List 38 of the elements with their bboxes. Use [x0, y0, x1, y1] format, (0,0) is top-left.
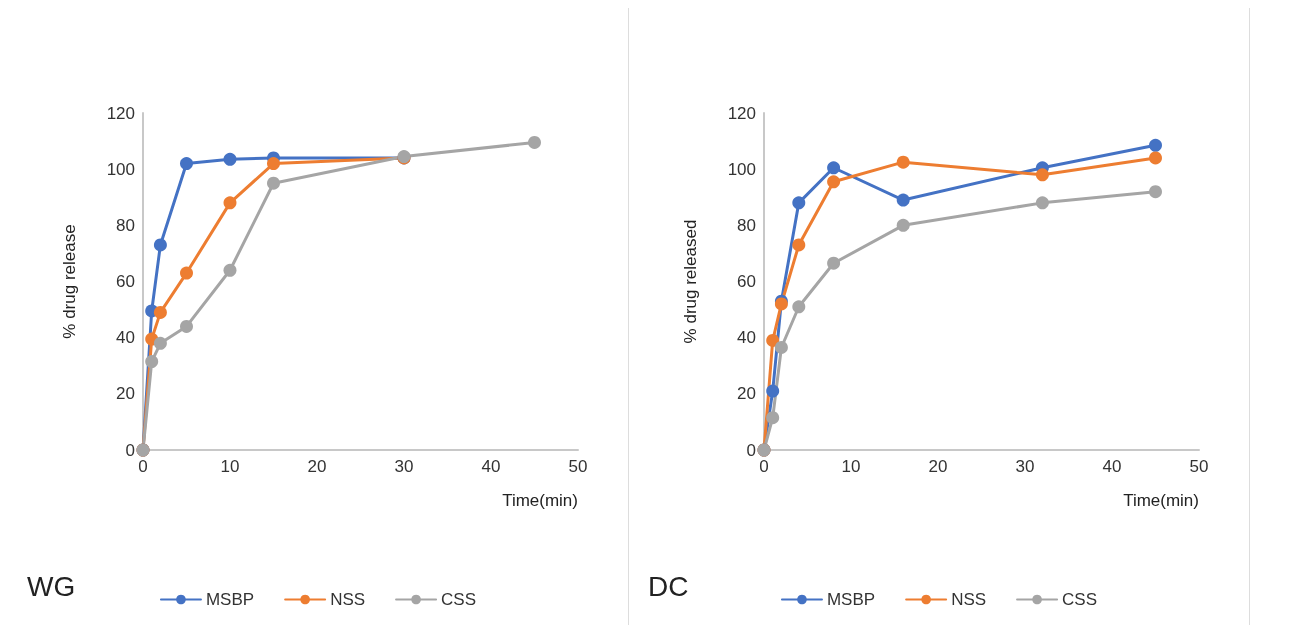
x-tick-label: 50 — [1189, 457, 1209, 476]
y-tick-label: 100 — [727, 159, 756, 179]
y-tick-label: 120 — [106, 103, 135, 123]
y-tick-label: 60 — [737, 272, 756, 291]
x-axis-title: Time(min) — [502, 491, 578, 510]
legend-label: NSS — [330, 590, 366, 609]
y-tick-label: 20 — [116, 384, 135, 404]
x-tick-label: 0 — [759, 457, 769, 476]
legend-label: CSS — [441, 590, 477, 609]
x-tick-label: 40 — [1102, 457, 1122, 476]
x-axis-title: Time(min) — [1123, 491, 1199, 510]
y-axis-title: % drug release — [60, 224, 79, 339]
y-axis-title: % drug released — [681, 219, 700, 344]
x-tick-label: 20 — [928, 457, 948, 476]
x-tick-label: 20 — [307, 457, 327, 476]
y-tick-label: 80 — [116, 215, 135, 235]
text: DC — [648, 570, 689, 602]
y-tick-label: 100 — [106, 159, 135, 179]
y-tick-label: 120 — [727, 103, 756, 123]
x-tick-label: 0 — [138, 457, 148, 476]
text: WG — [27, 570, 76, 602]
y-tick-label: 0 — [125, 440, 135, 460]
x-tick-label: 10 — [220, 457, 240, 476]
x-tick-label: 10 — [841, 457, 861, 476]
y-tick-label: 60 — [116, 272, 135, 291]
legend-label: MSBP — [205, 590, 255, 609]
legend-label: MSBP — [826, 590, 876, 609]
y-tick-label: 0 — [746, 440, 756, 460]
y-tick-label: 40 — [737, 328, 756, 348]
y-tick-label: 40 — [116, 328, 135, 348]
legend-label: CSS — [1062, 590, 1098, 609]
x-tick-label: 50 — [568, 457, 588, 476]
legend-label: NSS — [951, 590, 987, 609]
y-tick-label: 80 — [737, 215, 756, 235]
y-tick-label: 20 — [737, 384, 756, 404]
x-tick-label: 30 — [1015, 457, 1035, 476]
x-tick-label: 40 — [481, 457, 501, 476]
x-tick-label: 30 — [394, 457, 414, 476]
